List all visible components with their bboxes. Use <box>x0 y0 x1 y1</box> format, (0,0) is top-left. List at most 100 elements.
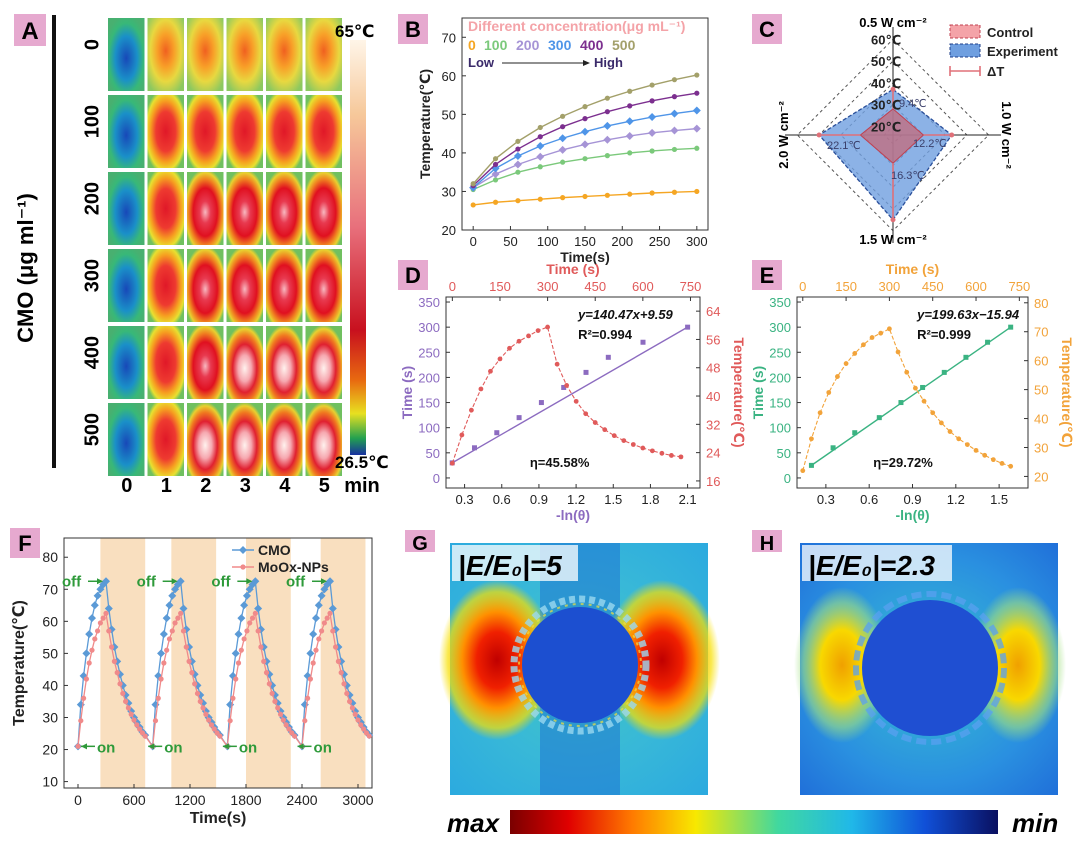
series-point <box>100 615 106 621</box>
thermal-tile <box>266 172 303 245</box>
y-tick-label: 50 <box>777 446 791 461</box>
series-point <box>230 695 236 701</box>
series-point <box>671 189 678 195</box>
fit-point <box>685 324 691 330</box>
series-point <box>671 77 678 83</box>
series-point <box>272 698 278 705</box>
temperature-point <box>611 433 617 439</box>
series-point <box>692 106 701 115</box>
y-tick-label: 40 <box>42 677 58 693</box>
series-point <box>169 628 175 634</box>
thermal-tile <box>226 403 263 476</box>
y-tick-label: 200 <box>418 370 440 385</box>
series-point <box>515 169 521 175</box>
nanoparticle-g-rim-inner <box>518 603 642 727</box>
y-tick-label: 100 <box>418 421 440 436</box>
thermal-tile <box>305 18 342 91</box>
right-y-tick-label: 20 <box>1034 469 1048 484</box>
temperature-point <box>583 411 589 417</box>
row-labels: 0 100 200 300 400 500 <box>81 39 103 446</box>
col-label: 2 <box>200 475 211 497</box>
series-point <box>358 722 364 728</box>
thermal-tile <box>187 95 224 168</box>
colorbar-min-label: 26.5℃ <box>335 453 389 472</box>
series-point <box>162 614 171 623</box>
series-point <box>86 660 92 666</box>
series-point <box>165 601 174 610</box>
delta-t-label: 9.4℃ <box>899 98 927 110</box>
panel-h: H |E/E₀|=2.3 <box>752 530 1066 795</box>
series-point <box>649 148 655 154</box>
series-point <box>102 577 110 586</box>
top-x-tick-label: 150 <box>835 279 857 294</box>
field-colorbar-min: min <box>1012 808 1058 838</box>
series-point <box>164 647 170 653</box>
fit-line <box>451 326 688 464</box>
delta-t-label: 22.1℃ <box>827 140 861 152</box>
delta-t-cap <box>949 132 955 138</box>
series-point <box>269 690 275 697</box>
col-label: 0 <box>121 475 132 497</box>
series-point <box>537 124 543 131</box>
legend-label: Control <box>987 25 1033 40</box>
thermal-tile <box>108 403 145 476</box>
series-point <box>247 620 253 626</box>
fit-point <box>876 415 882 421</box>
temperature-point <box>488 368 493 374</box>
radar-ring-label: 50℃ <box>871 54 901 69</box>
series-point <box>89 647 95 653</box>
series-point <box>603 135 612 144</box>
temperature-point <box>826 390 832 395</box>
temperature-point <box>878 330 884 336</box>
temperature-point <box>930 410 936 416</box>
panel-label-a: A <box>21 18 38 45</box>
thermal-tile <box>108 326 145 399</box>
fit-point <box>920 384 926 390</box>
series-point <box>81 695 87 701</box>
series-point <box>85 630 94 639</box>
series-point <box>648 128 657 137</box>
off-arrow-head <box>246 578 253 585</box>
series-point <box>604 95 610 101</box>
thermal-tile <box>187 403 224 476</box>
series-point <box>280 717 286 723</box>
temperature-point <box>869 335 875 340</box>
col-labels: 0 1 2 3 4 5 <box>121 475 330 497</box>
thermal-tile <box>226 326 263 399</box>
series-point <box>305 695 311 701</box>
temperature-point <box>861 342 866 348</box>
series-point <box>366 733 372 739</box>
x-tick-label: 2400 <box>286 792 317 808</box>
thermal-tile <box>226 95 263 168</box>
series-point <box>671 94 678 100</box>
x-tick-label: 0.3 <box>817 492 835 507</box>
hotspot-left <box>439 580 555 740</box>
legend-entry: 0 <box>468 37 476 53</box>
series-point <box>166 636 173 642</box>
arrow-head <box>583 60 590 66</box>
series-point <box>692 124 701 133</box>
delta-t-cap <box>816 132 822 138</box>
radar-ring-label: 20℃ <box>871 119 901 134</box>
series-point <box>217 733 223 739</box>
series-point <box>694 145 700 151</box>
x-tick-label: 250 <box>649 234 671 249</box>
fit-point <box>808 462 814 468</box>
thermal-tile <box>187 172 224 245</box>
thermal-tile <box>108 18 145 91</box>
fit-point <box>640 339 646 345</box>
series-point <box>560 159 566 165</box>
x-tick-label: 3000 <box>342 792 373 808</box>
series-point <box>180 628 187 634</box>
y-tick-label: 70 <box>442 30 456 45</box>
temperature-point <box>887 326 892 332</box>
temperature-point <box>912 385 918 391</box>
series-point <box>208 722 215 728</box>
panel-g: G |E/E₀|=5 <box>405 530 720 795</box>
thermal-tile <box>266 95 303 168</box>
series-point <box>227 718 233 724</box>
thermal-tile <box>147 249 184 322</box>
panel-label-bg <box>398 260 428 290</box>
series-point <box>240 601 249 610</box>
series-point <box>241 636 247 642</box>
